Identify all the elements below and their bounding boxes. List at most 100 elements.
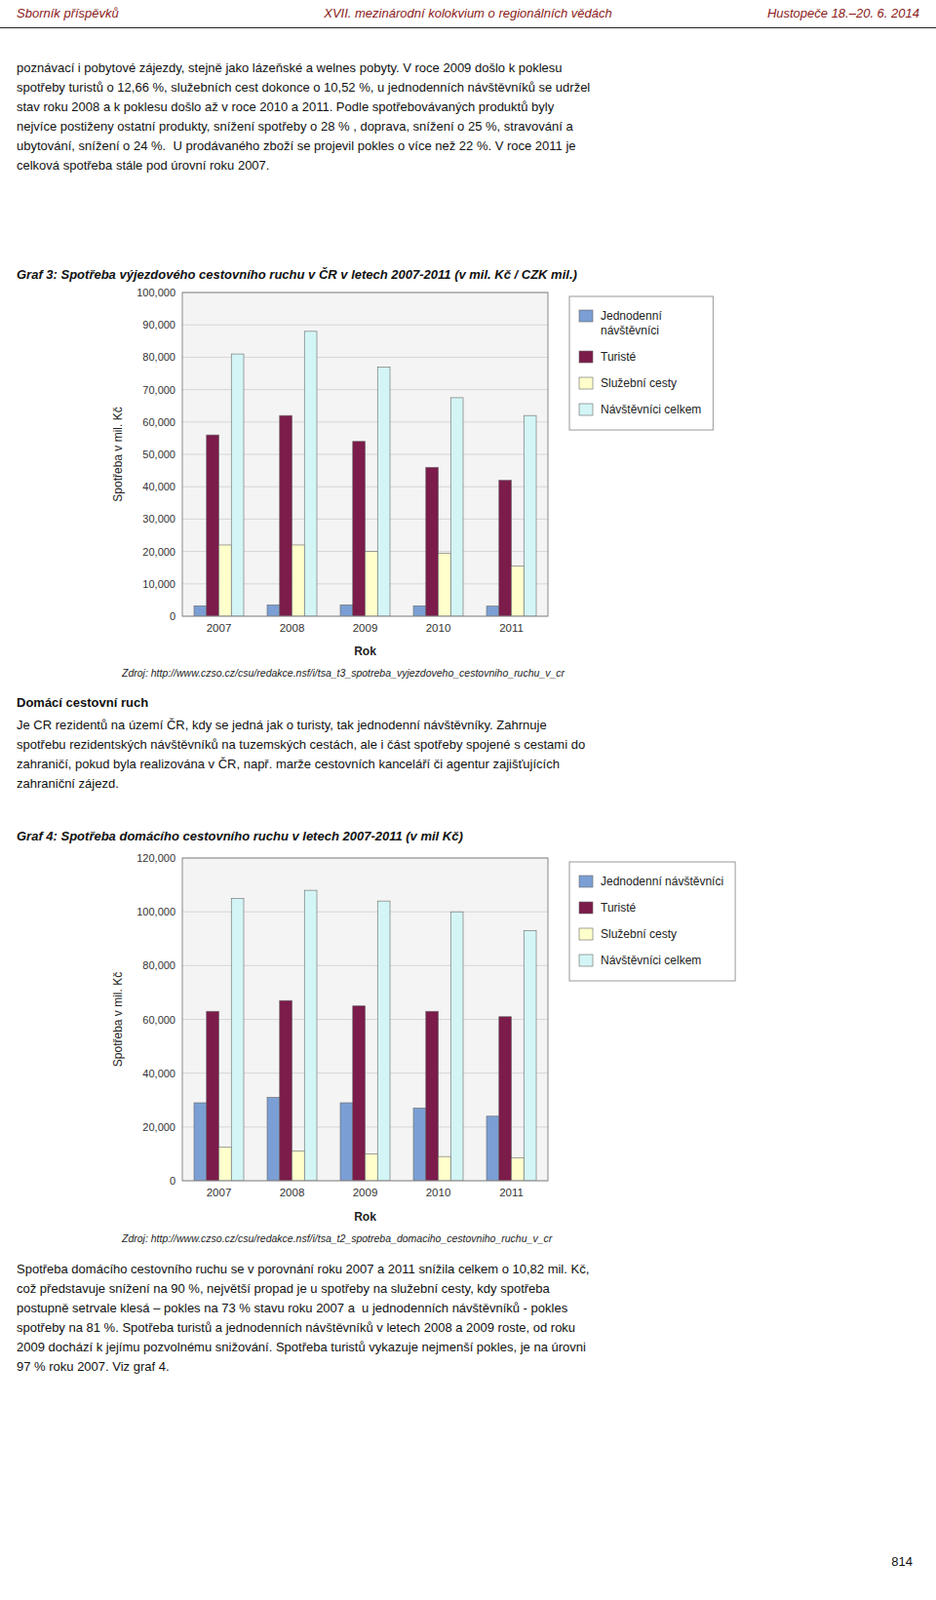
bar [340,1102,353,1181]
y-tick-label: 80,000 [142,959,176,972]
bar [511,1158,525,1181]
bars [194,331,537,617]
legend-swatch [579,403,593,416]
legend-swatch [579,310,593,322]
y-tick-label: 20,000 [142,1121,176,1133]
bar [426,467,439,617]
bar [206,1011,220,1181]
chart-title: Graf 4: Spotřeba domácího cestovního ruc… [16,828,464,844]
bar [352,1006,366,1181]
paragraph: Je CR rezidentů na území ČR, kdy se jedn… [16,715,585,794]
bar [511,566,525,617]
y-tick-label: 20,000 [142,546,176,558]
bar [450,911,464,1181]
bar [486,1116,500,1181]
paragraph: poznávací i pobytové zájezdy, stejně jak… [16,58,590,176]
source: Zdroj: http://www.czso.cz/csu/redakce.ns… [120,1232,553,1245]
legend-label-line: Jednodenní návštěvníci [600,874,724,889]
bar [231,897,244,1181]
bar [267,604,280,617]
bar [486,606,500,617]
bar [231,353,244,617]
legend-swatch [579,954,593,967]
grid-line [182,324,548,326]
y-tick-label: 0 [169,1174,176,1187]
y-tick-label: 40,000 [142,1067,176,1080]
legend-label-line: Služební cesty [600,927,677,941]
header-left: Sborník příspěvků [16,5,119,21]
y-tick-label: 10,000 [142,578,176,590]
plot-frame [182,292,548,617]
paragraph: Spotřeba domácího cestovního ruchu se v … [16,1259,589,1377]
bar [194,1102,207,1181]
bar [523,930,537,1181]
bar [377,900,390,1181]
y-tick-label: 100,000 [136,286,176,299]
y-axis-label: Spotřeba v mil. Kč [111,972,125,1067]
x-tick-label: 2008 [279,1186,306,1199]
legend-label: Návštěvníci celkem [600,402,702,417]
source: Zdroj: http://www.czso.cz/csu/redakce.ns… [120,666,566,679]
bar [426,1011,439,1181]
y-tick-label: 100,000 [136,905,176,918]
page-number: 814 [891,1554,913,1569]
paragraph-heading: Domácí cestovní ruch [16,693,149,713]
bar [292,545,306,617]
bar [194,605,207,617]
bar [377,366,390,617]
header-rule [0,27,936,29]
charts: Graf 3: Spotřeba výjezdového cestovního … [0,0,936,1600]
legend-swatch [579,377,593,390]
x-tick-label: 2008 [279,622,306,634]
bar [450,397,464,617]
y-tick-label: 50,000 [142,448,176,461]
bar [267,1096,280,1181]
y-tick-label: 80,000 [142,351,176,363]
legend-label: Turisté [600,350,637,364]
chart: Graf 3: Spotřeba výjezdového cestovního … [16,267,713,679]
y-tick-label: 30,000 [142,512,176,525]
x-tick-label: 2009 [352,622,379,634]
bar [438,1156,452,1181]
x-tick-label: 2011 [499,622,524,634]
y-tick-label: 120,000 [136,852,176,864]
plot-frame [182,858,548,1181]
legend-label: Návštěvníci celkem [600,953,702,968]
y-tick-label: 60,000 [142,1014,176,1026]
bar [340,604,353,617]
y-tick-label: 40,000 [142,480,176,493]
y-tick-label: 60,000 [142,416,176,429]
plot-background [182,858,548,1181]
y-tick-label: 90,000 [142,318,176,331]
legend-label-line: Jednodenní [600,309,663,323]
y-axis-label: Spotřeba v mil. Kč [111,406,125,502]
x-tick-label: 2010 [426,622,452,634]
bar [219,1147,233,1181]
legend-label: Služební cesty [600,376,677,390]
legend-label-line: Návštěvníci celkem [600,402,702,417]
legend-swatch [579,901,593,914]
bar [279,415,293,617]
x-axis-label: Rok [353,644,377,659]
y-tick-label: 70,000 [142,384,176,396]
bar [499,480,512,617]
legend-swatch [579,351,593,363]
bar [304,331,317,617]
legend-label: Služební cesty [600,927,677,941]
bar [292,1151,306,1181]
x-tick-label: 2007 [206,622,233,634]
bar [219,545,233,617]
bar [365,1153,379,1181]
bars [194,890,537,1181]
legend-label-line: Turisté [600,350,637,364]
x-tick-label: 2011 [499,1186,524,1199]
legend-label: Turisté [600,900,637,915]
legend-label: Jednodenní návštěvníci [600,874,724,889]
header-right: Hustopeče 18.–20. 6. 2014 [767,5,920,21]
legend-frame [569,296,713,430]
bar [279,1000,293,1181]
y-tick-label: 0 [169,610,176,623]
bar [365,551,379,617]
bar [438,552,452,617]
chart-title: Graf 3: Spotřeba výjezdového cestovního … [16,267,578,282]
